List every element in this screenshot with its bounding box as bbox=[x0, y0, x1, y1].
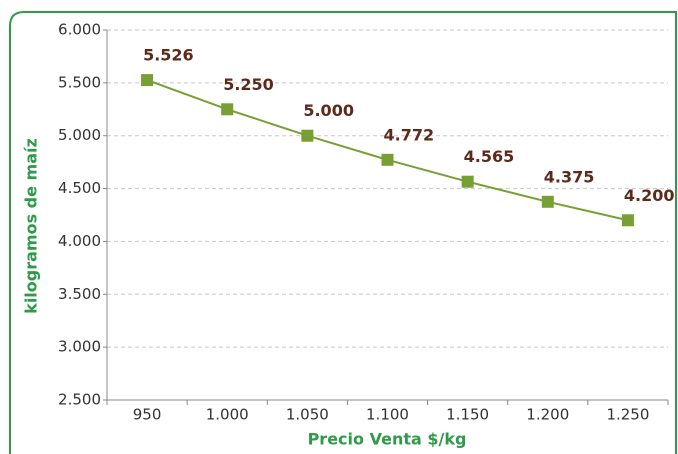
y-axis-title: kilogramos de maíz bbox=[22, 138, 41, 314]
marker bbox=[541, 195, 554, 208]
x-tick-label: 950 bbox=[133, 406, 162, 424]
marker bbox=[461, 175, 474, 188]
y-tick-label: 2.500 bbox=[58, 391, 101, 409]
marker bbox=[301, 129, 314, 142]
marker bbox=[381, 153, 394, 166]
x-tick-label: 1.250 bbox=[606, 406, 649, 424]
y-tick-label: 4.000 bbox=[58, 232, 101, 250]
x-tick-label: 1.200 bbox=[526, 406, 569, 424]
value-label: 5.250 bbox=[223, 75, 274, 94]
value-label: 4.565 bbox=[464, 147, 515, 166]
x-tick-label: 1.150 bbox=[446, 406, 489, 424]
marker bbox=[141, 74, 154, 87]
y-tick-label: 5.500 bbox=[58, 73, 101, 91]
y-tick-label: 6.000 bbox=[58, 21, 101, 39]
x-axis-title: Precio Venta $/kg bbox=[308, 430, 467, 449]
y-tick-label: 5.000 bbox=[58, 126, 101, 144]
y-tick-label: 3.500 bbox=[58, 285, 101, 303]
frame bbox=[9, 11, 677, 454]
series-line bbox=[146, 79, 629, 222]
value-label: 4.200 bbox=[624, 186, 675, 205]
value-label: 5.000 bbox=[303, 101, 354, 120]
x-tick-label: 1.100 bbox=[366, 406, 409, 424]
marker bbox=[221, 103, 234, 116]
marker bbox=[621, 214, 634, 227]
value-label: 4.772 bbox=[384, 125, 435, 144]
value-label: 4.375 bbox=[544, 167, 595, 186]
x-tick-label: 1.050 bbox=[286, 406, 329, 424]
value-label: 5.526 bbox=[143, 46, 194, 65]
x-tick-label: 1.000 bbox=[206, 406, 249, 424]
y-tick-label: 3.000 bbox=[58, 338, 101, 356]
y-tick-label: 4.500 bbox=[58, 179, 101, 197]
